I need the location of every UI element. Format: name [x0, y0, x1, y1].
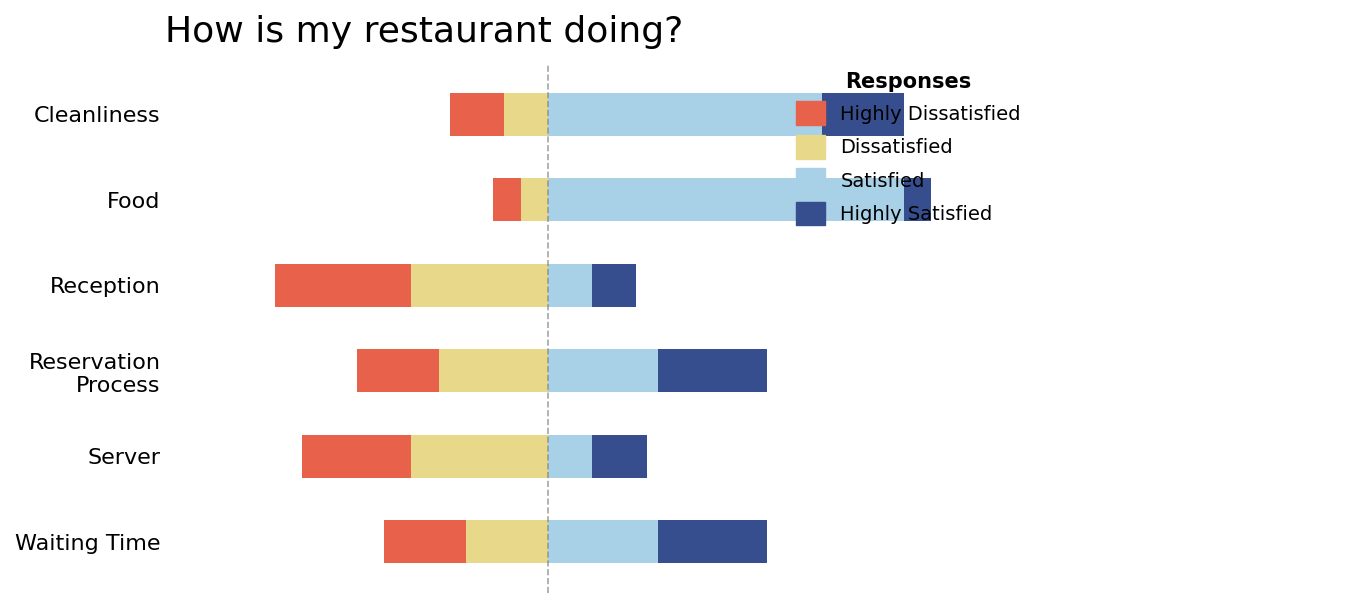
Bar — [521, 178, 548, 221]
Bar — [302, 435, 411, 477]
Bar — [411, 264, 548, 306]
Bar — [548, 520, 658, 563]
Bar — [658, 349, 767, 392]
Bar — [548, 435, 591, 477]
Bar — [494, 178, 521, 221]
Bar — [821, 93, 904, 136]
Bar — [467, 520, 548, 563]
Bar — [658, 520, 767, 563]
Bar — [904, 178, 931, 221]
Bar — [591, 435, 647, 477]
Bar — [411, 435, 548, 477]
Bar — [548, 178, 904, 221]
Bar — [438, 349, 548, 392]
Bar — [548, 349, 658, 392]
Bar — [449, 93, 505, 136]
Bar — [384, 520, 467, 563]
Bar — [275, 264, 411, 306]
Text: How is my restaurant doing?: How is my restaurant doing? — [165, 15, 683, 49]
Bar — [548, 93, 821, 136]
Bar — [505, 93, 548, 136]
Bar — [591, 264, 636, 306]
Legend: Highly Dissatisfied, Dissatisfied, Satisfied, Highly Satisfied: Highly Dissatisfied, Dissatisfied, Satis… — [786, 62, 1031, 235]
Bar — [548, 264, 591, 306]
Bar — [357, 349, 438, 392]
